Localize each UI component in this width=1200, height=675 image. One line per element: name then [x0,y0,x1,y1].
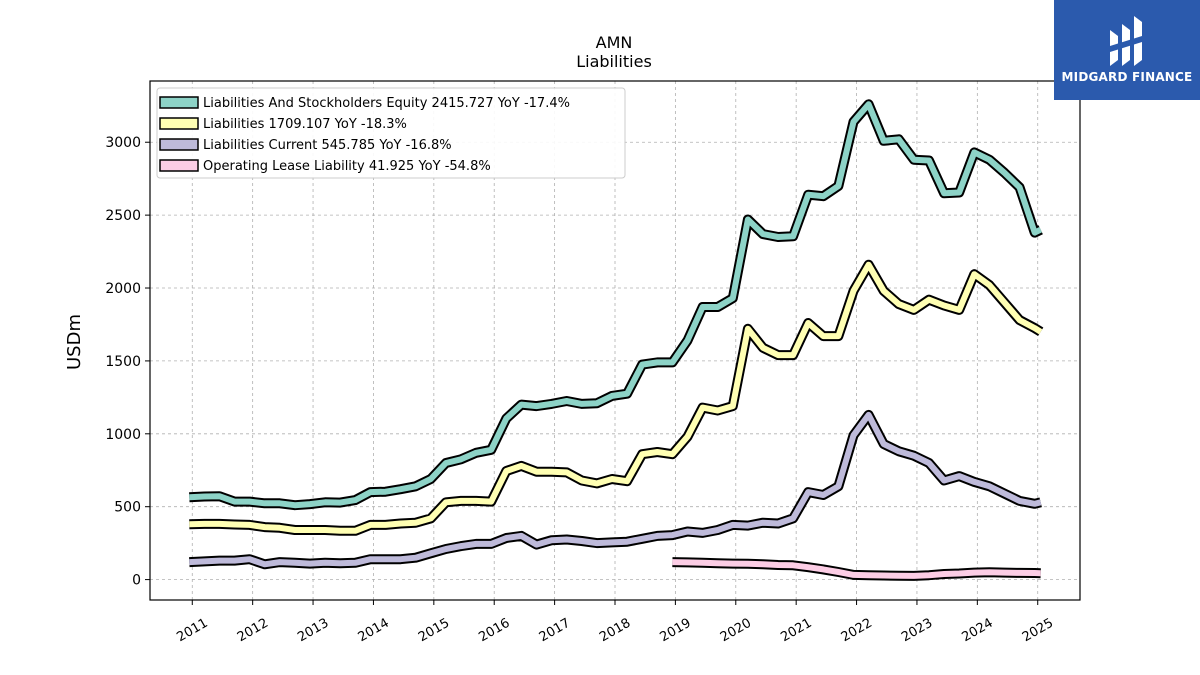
x-tick-label: 2011 [174,616,210,646]
legend-entry: Operating Lease Liability 41.925 YoY -54… [203,159,491,174]
series-line-2 [189,411,1042,568]
series-line-0 [189,101,1043,509]
x-tick-label: 2023 [899,616,935,646]
x-tick-label: 2020 [718,616,754,646]
y-axis-ticks: 0 500 1000 1500 2000 2500 3000 [105,135,150,589]
legend-swatch [159,159,199,172]
legend-swatch [159,138,199,151]
x-tick-label: 2014 [356,616,392,646]
x-tick-label: 2012 [235,616,271,646]
chart-title: AMN [596,33,633,52]
x-axis-ticks: 2011 2012 2013 2014 2015 2016 2017 2018 2019 2020… [174,600,1056,645]
series-line-3 [672,559,1041,579]
y-tick-label: 500 [114,500,141,516]
y-tick-label: 2500 [105,208,141,224]
legend-entry: Liabilities Current 545.785 YoY -16.8% [203,138,452,153]
y-tick-label: 3000 [105,135,141,151]
x-tick-label: 2024 [960,616,996,646]
x-tick-label: 2022 [839,616,875,646]
legend-box [156,87,626,179]
chart-legend: Liabilities And Stockholders Equity 2415… [156,87,626,179]
y-tick-label: 1000 [105,427,141,443]
x-tick-label: 2017 [537,616,573,646]
plot-frame [149,80,1081,601]
legend-entry: Liabilities And Stockholders Equity 2415… [203,96,570,111]
brand-logo: MIDGARD FINANCE [1054,0,1200,100]
legend-swatch [159,117,199,130]
series-lines [189,99,1044,581]
grid-lines [150,81,1080,600]
y-tick-label: 2000 [105,281,141,297]
legend-entry: Liabilities 1709.107 YoY -18.3% [203,117,407,132]
x-tick-label: 2025 [1020,616,1056,646]
x-tick-label: 2016 [476,616,512,646]
series-line-1 [189,261,1043,534]
x-tick-label: 2021 [778,616,814,646]
x-tick-label: 2018 [597,616,633,646]
brand-mark-icon [1110,16,1142,66]
y-tick-label: 1500 [105,354,141,370]
x-tick-label: 2019 [658,616,694,646]
chart-subtitle: Liabilities [576,52,652,71]
x-tick-label: 2015 [416,616,452,646]
x-tick-label: 2013 [295,616,331,646]
y-axis-label: USDm [64,314,85,370]
y-tick-label: 0 [132,573,141,589]
legend-swatch [159,96,199,109]
brand-name: MIDGARD FINANCE [1061,70,1193,84]
